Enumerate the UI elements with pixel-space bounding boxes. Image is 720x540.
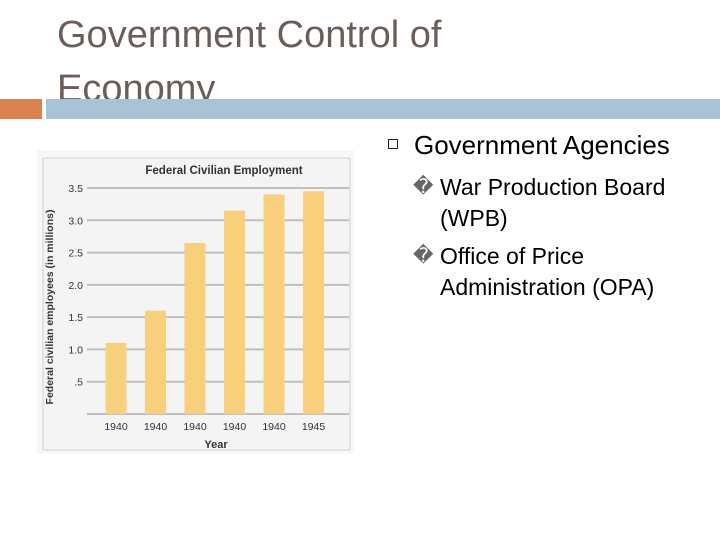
x-tick-label: 1940 [183, 421, 207, 433]
bar [224, 210, 245, 414]
x-tick-label: 1940 [104, 421, 128, 433]
x-tick-label: 1940 [262, 421, 286, 433]
y-tick-label: 3.0 [68, 215, 83, 227]
sub-bullet-glyph: � [413, 245, 434, 267]
sub-bullet-list: � War Production Board (WPB) � Office of… [388, 172, 718, 303]
bullet-main: Government Agencies [388, 128, 718, 162]
chart-svg: Federal Civilian Employment .5 1.0 1.5 2.0 2.… [37, 150, 354, 454]
bullet-main-text: Government Agencies [414, 130, 670, 160]
y-tick-label: 1.0 [68, 344, 83, 356]
sub-bullet-item: � War Production Board (WPB) [413, 172, 718, 234]
bullet-list: Government Agencies � War Production Boa… [388, 128, 718, 310]
bar [303, 191, 324, 414]
y-tick-label: 1.5 [68, 312, 83, 324]
chart-title: Federal Civilian Employment [145, 165, 302, 177]
square-bullet-icon [388, 139, 398, 149]
y-axis-label: Federal civilian employees (in millions) [44, 210, 56, 405]
employment-chart: Federal Civilian Employment .5 1.0 1.5 2.0 2.… [37, 150, 354, 454]
title-accent-bar [0, 99, 42, 119]
bar [105, 342, 127, 414]
sub-bullet-text: War Production Board (WPB) [440, 174, 666, 231]
x-tick-label: 1940 [223, 421, 247, 433]
y-tick-label: 2.5 [68, 248, 83, 260]
x-tick-label: 1945 [302, 421, 326, 433]
sub-bullet-text: Office of Price Administration (OPA) [440, 243, 655, 300]
y-tick-label: 3.5 [68, 183, 83, 195]
bar [263, 194, 285, 414]
slide-title: Government Control of Economy [57, 14, 442, 110]
y-tick-label: .5 [74, 377, 83, 389]
y-tick-label: 2.0 [68, 280, 83, 292]
x-axis-label: Year [204, 439, 228, 451]
sub-bullet-glyph: � [413, 176, 434, 198]
title-rule-bar [46, 99, 720, 119]
bar [145, 310, 166, 414]
bar [184, 242, 206, 414]
sub-bullet-item: � Office of Price Administration (OPA) [413, 241, 718, 303]
x-tick-label: 1940 [144, 421, 168, 433]
